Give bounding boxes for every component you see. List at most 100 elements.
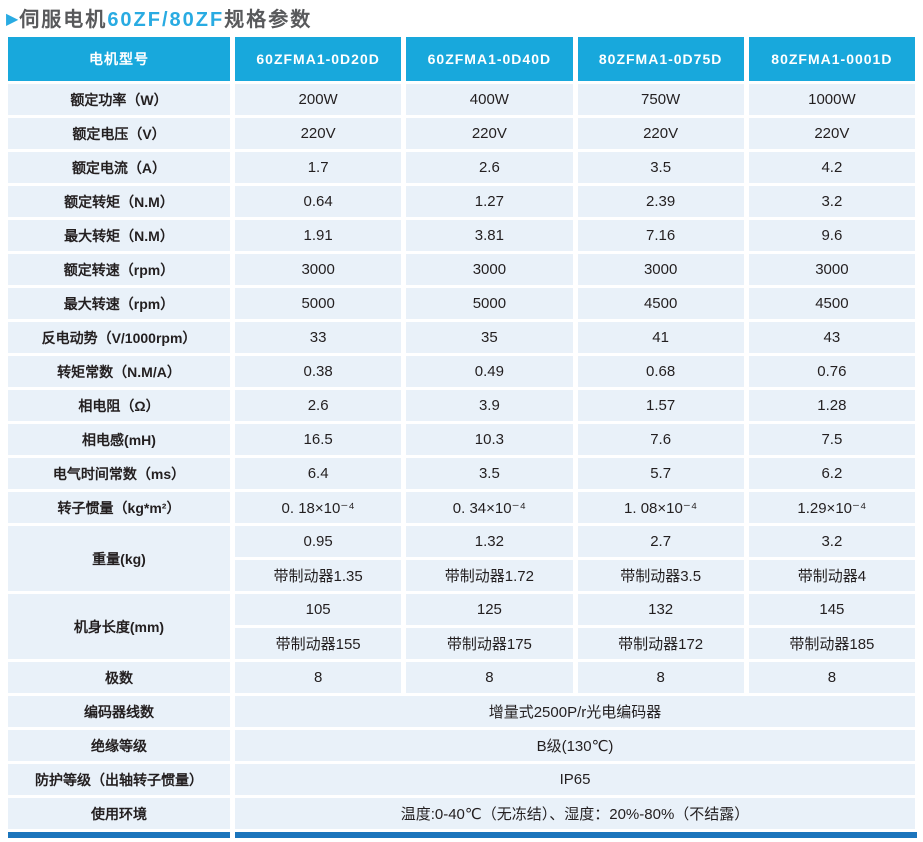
cell-value: 16.5 — [235, 424, 402, 455]
cell-value-merged: 温度:0-40℃（无冻结）、湿度：20%-80%（不结露） — [235, 798, 915, 829]
row-label: 绝缘等级 — [8, 730, 230, 761]
row-label: 额定转矩（N.M） — [8, 186, 230, 217]
spec-table: 电机型号 60ZFMA1-0D20D 60ZFMA1-0D40D 80ZFMA1-0D… — [3, 34, 920, 832]
table-row: 相电阻（Ω） 2.6 3.9 1.57 1.28 — [8, 390, 915, 421]
cell-value-merged: B级(130℃) — [235, 730, 915, 761]
cell-value: 220V — [406, 118, 573, 149]
cell-value-merged: IP65 — [235, 764, 915, 795]
table-row: 重量(kg) 0.95 1.32 2.7 3.2 — [8, 526, 915, 591]
cell-value: 3.5 — [406, 458, 573, 489]
row-label: 最大转速（rpm） — [8, 288, 230, 319]
row-label: 额定转速（rpm） — [8, 254, 230, 285]
cell-value-merged: 增量式2500P/r光电编码器 — [235, 696, 915, 727]
cell-value: 1. 08×10⁻⁴ — [577, 492, 744, 523]
cell-value: 8 — [748, 662, 915, 693]
cell-value: 105 — [235, 594, 402, 625]
column-header-label: 电机型号 — [8, 37, 230, 81]
cell-value: 750W — [577, 84, 744, 115]
table-row: 绝缘等级 B级(130℃) — [8, 730, 915, 761]
cell-value: 0.38 — [235, 356, 402, 387]
spec-table-body: 额定功率（W） 200W 400W 750W 1000W 额定电压（V） 220V 220V 2… — [8, 84, 915, 829]
cell-value: 9.6 — [748, 220, 915, 251]
row-label: 防护等级（出轴转子惯量） — [8, 764, 230, 795]
cell-value: 0.76 — [748, 356, 915, 387]
cell-value: 带制动器185 — [748, 628, 915, 659]
cell-value: 10.3 — [406, 424, 573, 455]
cell-value: 0.49 — [406, 356, 573, 387]
cell-value: 0.64 — [235, 186, 402, 217]
cell-value: 132 — [577, 594, 744, 625]
cell-value: 0.68 — [577, 356, 744, 387]
cell-value: 8 — [235, 662, 402, 693]
row-label: 使用环境 — [8, 798, 230, 829]
table-row: 带制动器1.35 带制动器1.72 带制动器3.5 带制动器4 — [8, 560, 915, 591]
cell-value: 7.5 — [748, 424, 915, 455]
cell-value: 4.2 — [748, 152, 915, 183]
row-label: 相电感(mH) — [8, 424, 230, 455]
cell-value: 200W — [235, 84, 402, 115]
cell-value: 2.6 — [406, 152, 573, 183]
cell-value: 3.81 — [406, 220, 573, 251]
cell-value: 6.2 — [748, 458, 915, 489]
row-label: 机身长度(mm) — [8, 594, 230, 659]
cell-value: 1000W — [748, 84, 915, 115]
cell-value: 3.2 — [748, 526, 915, 557]
cell-value: 带制动器172 — [577, 628, 744, 659]
table-row: 相电感(mH) 16.5 10.3 7.6 7.5 — [8, 424, 915, 455]
row-label: 转子惯量（kg*m²） — [8, 492, 230, 523]
row-label: 额定电压（V） — [8, 118, 230, 149]
cell-value: 2.7 — [577, 526, 744, 557]
cell-value: 1.32 — [406, 526, 573, 557]
cell-value: 1.27 — [406, 186, 573, 217]
column-header-model: 60ZFMA1-0D20D — [235, 37, 402, 81]
page-title: ▶ 伺服电机 60ZF/80ZF 规格参数 — [0, 0, 923, 33]
cell-value: 带制动器155 — [235, 628, 402, 659]
row-label: 转矩常数（N.M/A） — [8, 356, 230, 387]
cell-value: 带制动器1.72 — [406, 560, 573, 591]
cell-value: 4500 — [748, 288, 915, 319]
cell-value: 33 — [235, 322, 402, 353]
column-header-model: 60ZFMA1-0D40D — [406, 37, 573, 81]
cell-value: 1.57 — [577, 390, 744, 421]
cell-value: 3000 — [748, 254, 915, 285]
table-row: 额定电压（V） 220V 220V 220V 220V — [8, 118, 915, 149]
row-label: 编码器线数 — [8, 696, 230, 727]
cell-value: 220V — [235, 118, 402, 149]
column-header-model: 80ZFMA1-0D75D — [577, 37, 744, 81]
table-row: 额定电流（A） 1.7 2.6 3.5 4.2 — [8, 152, 915, 183]
cell-value: 6.4 — [235, 458, 402, 489]
title-prefix: 伺服电机 — [19, 9, 108, 31]
cell-value: 145 — [748, 594, 915, 625]
cell-value: 7.6 — [577, 424, 744, 455]
cell-value: 带制动器3.5 — [577, 560, 744, 591]
title-suffix: 规格参数 — [224, 9, 313, 31]
table-row: 电气时间常数（ms） 6.4 3.5 5.7 6.2 — [8, 458, 915, 489]
cell-value: 3.2 — [748, 186, 915, 217]
table-row: 最大转速（rpm） 5000 5000 4500 4500 — [8, 288, 915, 319]
cell-value: 0. 34×10⁻⁴ — [406, 492, 573, 523]
cell-value: 1.29×10⁻⁴ — [748, 492, 915, 523]
table-row: 额定转矩（N.M） 0.64 1.27 2.39 3.2 — [8, 186, 915, 217]
row-label: 额定功率（W） — [8, 84, 230, 115]
cell-value: 3000 — [235, 254, 402, 285]
triangle-bullet-icon: ▶ — [6, 11, 19, 28]
column-header-model: 80ZFMA1-0001D — [748, 37, 915, 81]
cell-value: 3000 — [406, 254, 573, 285]
table-row: 最大转矩（N.M） 1.91 3.81 7.16 9.6 — [8, 220, 915, 251]
cell-value: 1.28 — [748, 390, 915, 421]
cell-value: 5000 — [235, 288, 402, 319]
cell-value: 5000 — [406, 288, 573, 319]
cell-value: 8 — [406, 662, 573, 693]
cell-value: 8 — [577, 662, 744, 693]
bottom-bar-segment-rest — [235, 832, 917, 838]
table-row: 机身长度(mm) 105 125 132 145 — [8, 594, 915, 659]
cell-value: 400W — [406, 84, 573, 115]
cell-value: 2.39 — [577, 186, 744, 217]
cell-value: 带制动器175 — [406, 628, 573, 659]
cell-value: 35 — [406, 322, 573, 353]
cell-value: 7.16 — [577, 220, 744, 251]
title-model-highlight: 60ZF/80ZF — [107, 9, 225, 31]
row-label: 最大转矩（N.M） — [8, 220, 230, 251]
table-row: 额定功率（W） 200W 400W 750W 1000W — [8, 84, 915, 115]
cell-value: 带制动器4 — [748, 560, 915, 591]
